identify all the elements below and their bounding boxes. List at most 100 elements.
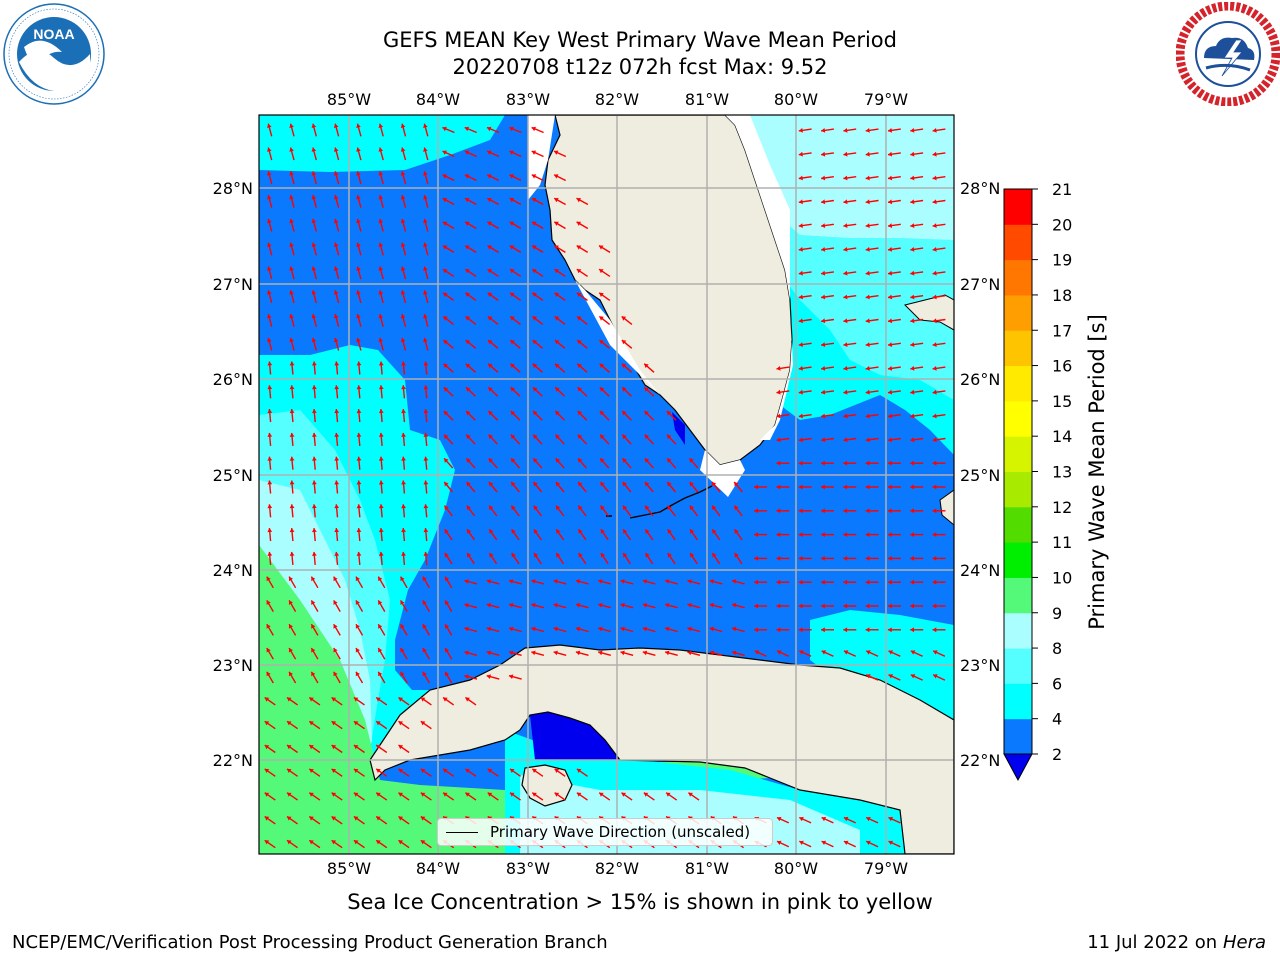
wave-arrowhead — [711, 482, 717, 487]
noaa-logo: NOAA — [2, 2, 106, 110]
wave-arrowhead — [532, 363, 538, 368]
wave-arrowhead — [334, 361, 340, 366]
wave-arrowhead — [843, 247, 848, 252]
wave-arrowhead — [577, 387, 582, 392]
wave-arrowhead — [777, 650, 782, 655]
wave-arrowhead — [621, 316, 627, 321]
wave-arrowhead — [464, 603, 469, 608]
wave-arrowhead — [575, 650, 581, 656]
wave-arrowhead — [933, 650, 938, 655]
wave-arrowhead — [444, 458, 449, 463]
wave-arrowhead — [644, 387, 649, 392]
wave-arrowhead — [423, 171, 428, 176]
colorbar-tick-label: 9 — [1052, 604, 1062, 623]
wave-arrowhead — [843, 389, 848, 395]
wave-arrowhead — [712, 553, 717, 558]
wave-arrowhead — [378, 504, 384, 509]
wave-arrowhead — [620, 626, 625, 632]
wave-arrowhead — [888, 650, 893, 655]
wave-arrowhead — [400, 648, 405, 653]
wave-arrowhead — [289, 123, 294, 128]
wave-arrowhead — [378, 648, 383, 653]
wave-arrowhead — [620, 579, 625, 584]
wave-arrowhead — [443, 269, 448, 274]
wave-arrowhead — [400, 195, 406, 200]
wave-arrowhead — [465, 245, 470, 250]
wave-arrowhead — [287, 745, 292, 750]
wave-arrowhead — [288, 576, 293, 582]
wave-arrowhead — [777, 816, 782, 822]
wave-arrowhead — [487, 792, 493, 797]
wave-arrowhead — [331, 721, 337, 726]
wave-arrowhead — [709, 603, 714, 608]
wave-arrowhead — [423, 432, 429, 437]
wave-arrowhead — [333, 600, 338, 605]
wave-arrowhead — [798, 294, 803, 300]
wave-arrowhead — [443, 340, 448, 345]
wave-arrowhead — [289, 385, 295, 390]
wave-arrowhead — [289, 337, 294, 343]
wave-arrowhead — [533, 505, 538, 511]
wave-arrowhead — [309, 816, 314, 821]
wave-arrowhead — [687, 579, 692, 584]
wave-arrowhead — [665, 650, 670, 656]
wave-arrowhead — [556, 505, 561, 511]
wave-arrowhead — [267, 266, 272, 271]
wave-arrowhead — [599, 340, 604, 345]
wave-arrowhead — [599, 316, 604, 321]
wave-arrowhead — [312, 456, 317, 461]
wave-arrowhead — [577, 411, 582, 416]
wave-arrowhead — [534, 553, 539, 558]
wave-arrowhead — [622, 505, 628, 511]
wave-arrowhead — [821, 318, 826, 324]
wave-arrowhead — [821, 199, 826, 205]
colorbar-tick-label: 12 — [1052, 498, 1072, 517]
wave-arrowhead — [576, 198, 581, 203]
wave-arrowhead — [888, 247, 893, 252]
wave-arrowhead — [267, 504, 273, 509]
wave-arrowhead — [888, 816, 893, 822]
wave-arrowhead — [445, 576, 450, 582]
wave-arrowhead — [888, 389, 893, 395]
wave-arrowhead — [843, 270, 848, 276]
wave-arrowhead — [843, 318, 848, 324]
wave-arrowhead — [378, 242, 384, 247]
wave-arrowhead — [776, 532, 781, 537]
wave-arrowhead — [311, 290, 317, 295]
wave-arrowhead — [776, 366, 781, 371]
colorbar-tick-label: 19 — [1052, 251, 1072, 270]
wave-arrowhead — [866, 840, 871, 845]
wave-arrowhead — [754, 650, 760, 655]
wave-arrowhead — [865, 413, 870, 419]
wave-arrowhead — [312, 480, 317, 485]
wave-arrowhead — [376, 840, 381, 845]
wave-arrowhead — [378, 290, 384, 295]
wave-arrowhead — [531, 579, 536, 584]
wave-arrowhead — [445, 648, 450, 653]
wave-arrowhead — [600, 434, 605, 440]
wave-arrowhead — [398, 721, 403, 726]
wave-arrowhead — [932, 342, 937, 347]
wave-arrowhead — [600, 458, 605, 463]
wave-arrowhead — [732, 650, 737, 656]
wave-arrowhead — [423, 361, 429, 366]
wave-arrowhead — [821, 532, 825, 537]
wave-arrowhead — [621, 363, 627, 368]
wave-arrowhead — [887, 532, 892, 537]
wave-arrowhead — [776, 556, 781, 561]
wave-arrowhead — [333, 171, 339, 176]
wave-arrowhead — [445, 624, 450, 629]
wave-arrowhead — [732, 603, 737, 608]
wave-arrowhead — [798, 151, 803, 157]
wave-arrowhead — [266, 624, 271, 629]
wave-arrowhead — [932, 413, 937, 419]
lon-label-bottom: 84°W — [416, 859, 460, 878]
wave-arrowhead — [865, 223, 870, 228]
lat-label-left: 22°N — [213, 751, 253, 770]
wave-arrowhead — [865, 508, 870, 514]
wave-arrowhead — [576, 269, 582, 274]
colorbar-tick-label: 8 — [1052, 639, 1062, 658]
wave-arrowhead — [400, 337, 406, 343]
lat-label-right: 23°N — [960, 656, 1000, 675]
